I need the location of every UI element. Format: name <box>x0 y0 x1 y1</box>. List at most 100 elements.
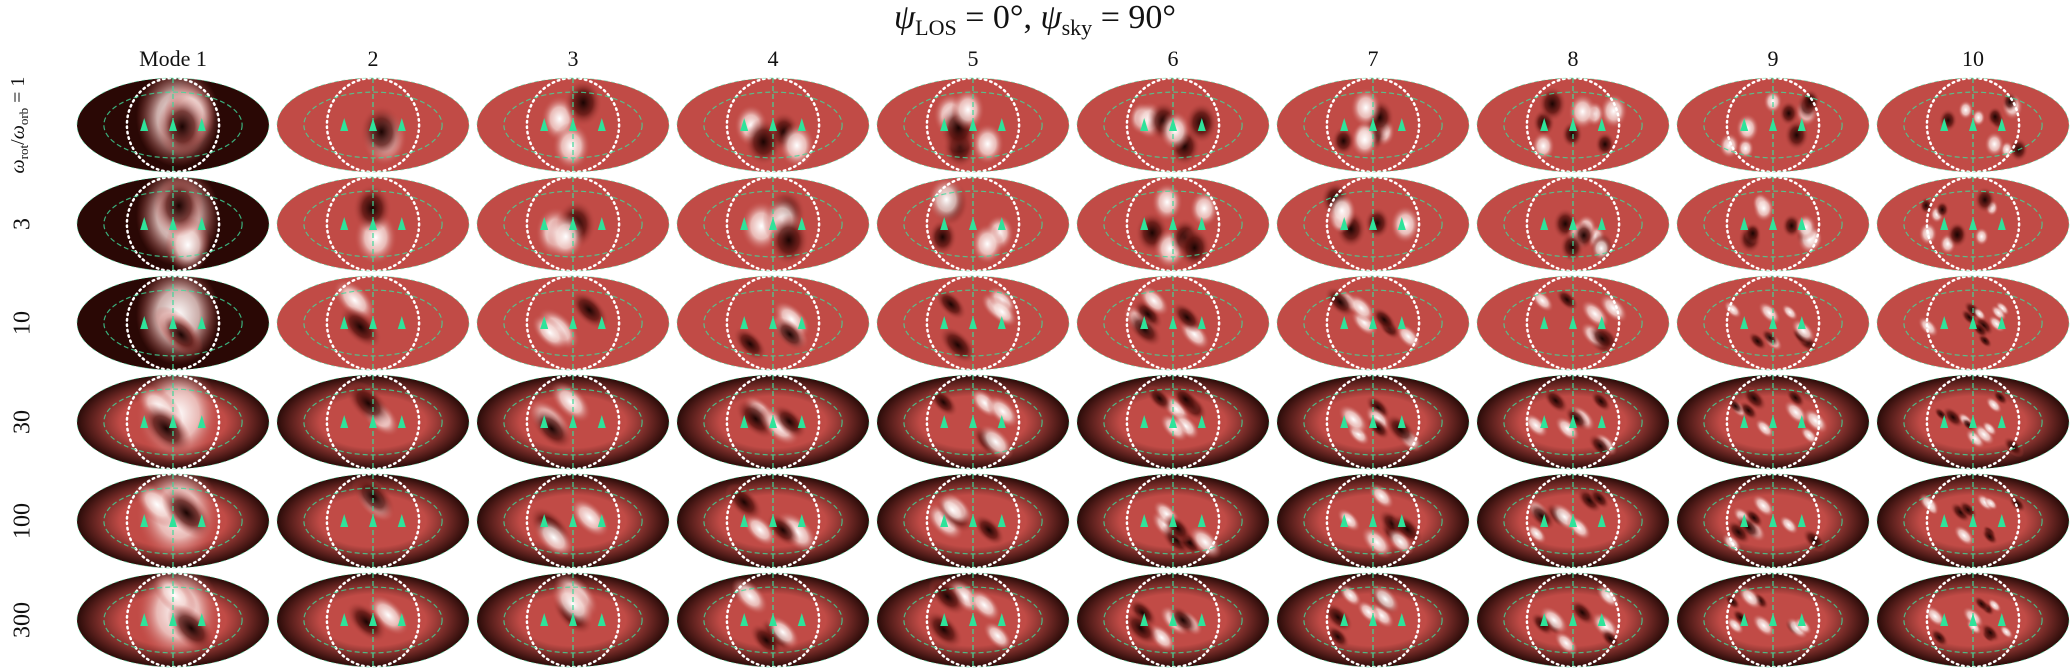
arrow-marker <box>1997 217 2006 230</box>
column-label: 5 <box>968 46 979 71</box>
outline <box>1876 176 2070 272</box>
outline <box>1676 473 1870 569</box>
map-blob <box>1726 519 1752 545</box>
map-blob <box>154 177 204 237</box>
dashed-ellipse <box>303 91 443 159</box>
map-blob <box>1555 288 1579 312</box>
outline <box>1676 77 1870 173</box>
dashed-ellipse <box>503 190 643 258</box>
outline <box>1076 572 1270 668</box>
dashed-ellipse <box>1503 586 1643 654</box>
map-blob <box>927 177 966 223</box>
arrow-marker <box>369 415 377 428</box>
map-blob <box>569 497 610 538</box>
outline <box>476 77 670 173</box>
dashed-ellipse <box>1703 190 1843 258</box>
arrow-marker <box>197 514 206 527</box>
map-blob <box>1568 93 1597 130</box>
arrow-marker <box>540 217 549 230</box>
map-blob <box>1554 631 1579 656</box>
map-blob <box>1744 508 1764 528</box>
arrow-marker <box>1397 316 1406 329</box>
arrow-marker <box>769 613 777 626</box>
arrow-marker <box>169 415 177 428</box>
outline <box>1076 176 1270 272</box>
outline <box>1276 572 1470 668</box>
arrow-marker <box>969 415 977 428</box>
dashed-ellipse <box>1903 487 2043 555</box>
map-blob <box>986 394 1020 429</box>
map-blob <box>1984 131 2005 157</box>
map-blob <box>744 118 783 166</box>
map-blob <box>1785 387 1806 408</box>
map-blob <box>547 213 585 261</box>
map-blob <box>1384 413 1417 446</box>
arrow-marker <box>769 514 777 527</box>
arrow-marker <box>797 118 806 131</box>
map-blob <box>351 474 396 519</box>
arrow-marker <box>197 316 206 329</box>
arrow-marker <box>1569 316 1577 329</box>
map-blob <box>551 582 595 627</box>
map-grid <box>76 76 2070 669</box>
dashed-ellipse <box>903 388 1043 456</box>
map-blob <box>1958 100 1974 120</box>
map-blob <box>360 105 403 159</box>
dashed-ellipse <box>1103 487 1243 555</box>
map-blob <box>1594 131 1616 157</box>
map-blob <box>1800 88 1820 114</box>
map-blob <box>2002 436 2024 458</box>
map-blob <box>1984 496 1998 511</box>
map-blob <box>1917 316 1939 338</box>
arrow-marker <box>1140 613 1149 626</box>
map-blob <box>1935 200 1950 219</box>
map-blob <box>1752 613 1776 638</box>
arrow-marker <box>340 118 349 131</box>
map-blob <box>987 296 1018 328</box>
title-part: = 0°, <box>957 0 1041 36</box>
map-blob <box>1973 595 1990 612</box>
arrow-marker <box>1340 316 1349 329</box>
map-blob <box>1942 406 1964 429</box>
dashed-ellipse <box>1303 190 1443 258</box>
map-blob <box>1171 302 1203 333</box>
arrow-marker <box>1769 613 1777 626</box>
outline <box>76 374 270 470</box>
arrow-marker <box>540 514 549 527</box>
arrow-marker <box>940 118 949 131</box>
arrow-marker <box>569 217 577 230</box>
dashed-ellipse <box>703 289 843 357</box>
map-blob <box>1723 300 1742 319</box>
map-blob <box>951 88 985 131</box>
map-blob <box>1995 301 2010 316</box>
arrow-marker <box>1740 217 1749 230</box>
arrow-marker <box>1340 217 1349 230</box>
arrow-marker <box>1940 514 1949 527</box>
row-label: 10 <box>10 311 36 335</box>
outline <box>676 374 870 470</box>
arrow-marker <box>1569 415 1577 428</box>
map-blob <box>1527 502 1556 531</box>
arrow-marker <box>740 613 749 626</box>
outline <box>676 473 870 569</box>
outline <box>1876 374 2070 470</box>
arrow-marker <box>1140 118 1149 131</box>
dashed-ellipse <box>1303 586 1443 654</box>
map-blob <box>1327 193 1356 229</box>
arrow-marker <box>197 118 206 131</box>
map-blob <box>533 517 575 559</box>
map-blob <box>928 577 967 616</box>
dashed-ellipse <box>303 487 443 555</box>
outline <box>676 572 870 668</box>
dashed-ellipse <box>1303 289 1443 357</box>
arrow-marker <box>140 514 149 527</box>
map-blob <box>924 610 963 649</box>
title-subscript: LOS <box>915 15 957 40</box>
arrow-marker <box>369 316 377 329</box>
map-blob <box>1559 231 1585 263</box>
outline <box>476 275 670 371</box>
arrow-marker <box>740 415 749 428</box>
arrow-marker <box>1769 514 1777 527</box>
arrow-marker <box>569 514 577 527</box>
map-blob <box>1738 400 1759 421</box>
